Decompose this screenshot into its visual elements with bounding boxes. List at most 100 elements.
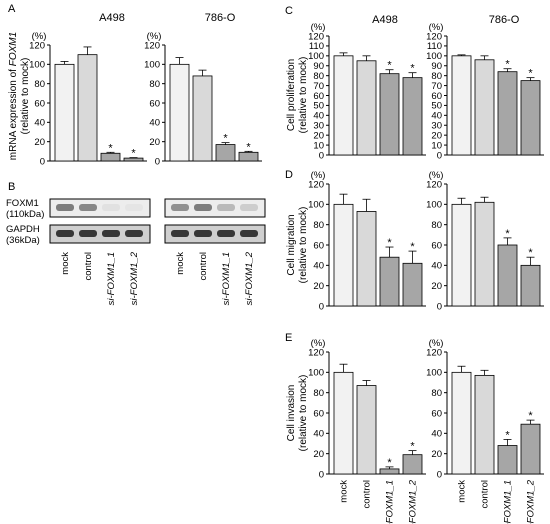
category-label: si-FOXM1_2 bbox=[408, 479, 419, 524]
category-text: mock bbox=[457, 480, 468, 503]
y-tick-label: 80 bbox=[34, 79, 45, 90]
panel-label-e: E bbox=[285, 332, 292, 344]
category-gene: FOXM1 bbox=[526, 491, 537, 524]
unit-label: (%) bbox=[311, 338, 326, 349]
ylabel-line2: (relative to mock) bbox=[298, 207, 309, 284]
y-tick-label: 0 bbox=[155, 156, 160, 167]
y-tick-label: 60 bbox=[431, 240, 442, 251]
blot-band bbox=[217, 230, 235, 237]
y-tick-label: 40 bbox=[431, 111, 442, 122]
category-suffix: _2 bbox=[526, 479, 537, 491]
bar-si-foxm1_2 bbox=[520, 264, 541, 307]
category-label: si-FOXM1_1 bbox=[106, 252, 117, 305]
y-tick-label: 20 bbox=[149, 137, 160, 148]
bar-control bbox=[356, 60, 377, 156]
ylabel-d: Cell migration (relative to mock) bbox=[286, 207, 309, 284]
category-prefix: si- bbox=[221, 295, 232, 305]
y-tick-label: 40 bbox=[431, 429, 442, 440]
category-label: si-FOXM1_2 bbox=[526, 479, 537, 524]
blot-strip bbox=[164, 224, 266, 244]
category-suffix: _2 bbox=[408, 479, 419, 491]
category-part: control bbox=[362, 480, 373, 509]
unit-label: (%) bbox=[311, 170, 326, 181]
bar-si-foxm1_2 bbox=[520, 80, 541, 156]
category-part: mock bbox=[457, 480, 468, 503]
y-tick-label: 110 bbox=[309, 41, 324, 52]
category-text: si-FOXM1_2 bbox=[408, 479, 419, 524]
bar-control bbox=[356, 211, 377, 307]
category-label: mock bbox=[339, 480, 350, 503]
category-label: control bbox=[83, 252, 94, 281]
significance-marker: * bbox=[410, 63, 415, 75]
y-tick-label: 20 bbox=[431, 130, 442, 141]
ylabel-line2: (relative to mock) bbox=[20, 58, 31, 135]
category-part: mock bbox=[60, 252, 71, 275]
y-tick-label: 120 bbox=[144, 40, 160, 51]
blot-label-size: (110kDa) bbox=[6, 209, 44, 220]
y-tick-label: 110 bbox=[427, 41, 442, 52]
y-tick-label: 100 bbox=[144, 60, 160, 71]
y-tick-label: 0 bbox=[319, 150, 324, 161]
ylabel-text: mRNA expression of bbox=[8, 66, 19, 160]
bar-mock bbox=[333, 203, 354, 307]
bar-si-foxm1_1 bbox=[379, 73, 400, 156]
significance-marker: * bbox=[223, 133, 228, 145]
category-suffix: _1 bbox=[221, 252, 232, 264]
y-tick-label: 120 bbox=[426, 347, 442, 358]
y-tick-label: 0 bbox=[319, 469, 324, 480]
panel-label-d: D bbox=[285, 169, 293, 181]
chart-title: 786-O bbox=[205, 12, 236, 24]
panel-label-b: B bbox=[8, 181, 15, 193]
y-tick-label: 80 bbox=[313, 388, 324, 399]
significance-marker: * bbox=[387, 237, 392, 249]
category-label: control bbox=[198, 252, 209, 281]
bar-mock bbox=[169, 63, 190, 162]
bar-mock bbox=[54, 63, 75, 162]
blot-band bbox=[102, 204, 120, 211]
y-tick-label: 90 bbox=[431, 61, 442, 72]
bar-si-foxm1_1 bbox=[100, 152, 121, 162]
y-tick-label: 60 bbox=[34, 98, 45, 109]
bar-si-foxm1_1 bbox=[497, 244, 518, 307]
significance-marker: * bbox=[505, 228, 510, 240]
ylabel-line2: (relative to mock) bbox=[298, 57, 309, 134]
category-label: si-FOXM1_1 bbox=[221, 252, 232, 305]
blot-frame bbox=[49, 224, 151, 244]
y-tick-label: 120 bbox=[308, 347, 324, 358]
panel-label-c: C bbox=[285, 5, 293, 17]
y-tick-label: 40 bbox=[313, 111, 324, 122]
bar-mock bbox=[451, 371, 472, 475]
category-gene: FOXM1 bbox=[106, 263, 117, 296]
y-tick-label: 120 bbox=[426, 31, 442, 42]
category-label: mock bbox=[60, 252, 71, 275]
bar-mock bbox=[333, 55, 354, 156]
y-tick-label: 100 bbox=[308, 51, 324, 62]
blot-band bbox=[125, 230, 143, 237]
bar-control bbox=[474, 59, 495, 156]
y-tick-label: 100 bbox=[308, 200, 324, 211]
blot-label: GAPDH bbox=[6, 224, 40, 235]
y-tick-label: 100 bbox=[426, 200, 442, 211]
category-part: control bbox=[83, 252, 94, 281]
unit-label: (%) bbox=[429, 338, 444, 349]
blot-band bbox=[171, 204, 189, 211]
blot-band bbox=[125, 204, 143, 211]
category-label: si-FOXM1_2 bbox=[129, 251, 140, 305]
bar-control bbox=[77, 54, 98, 162]
ylabel-c: Cell proliferation (relative to mock) bbox=[286, 57, 309, 134]
category-text: si-FOXM1_1 bbox=[106, 252, 117, 305]
y-tick-label: 60 bbox=[149, 98, 160, 109]
y-tick-label: 80 bbox=[313, 220, 324, 231]
category-label: mock bbox=[457, 480, 468, 503]
significance-marker: * bbox=[505, 59, 510, 71]
category-text: si-FOXM1_1 bbox=[221, 252, 232, 305]
y-tick-label: 40 bbox=[313, 429, 324, 440]
y-tick-label: 20 bbox=[34, 137, 45, 148]
bar-mock bbox=[451, 203, 472, 307]
significance-marker: * bbox=[528, 247, 533, 259]
y-tick-label: 20 bbox=[431, 449, 442, 460]
category-text: control bbox=[83, 252, 94, 281]
